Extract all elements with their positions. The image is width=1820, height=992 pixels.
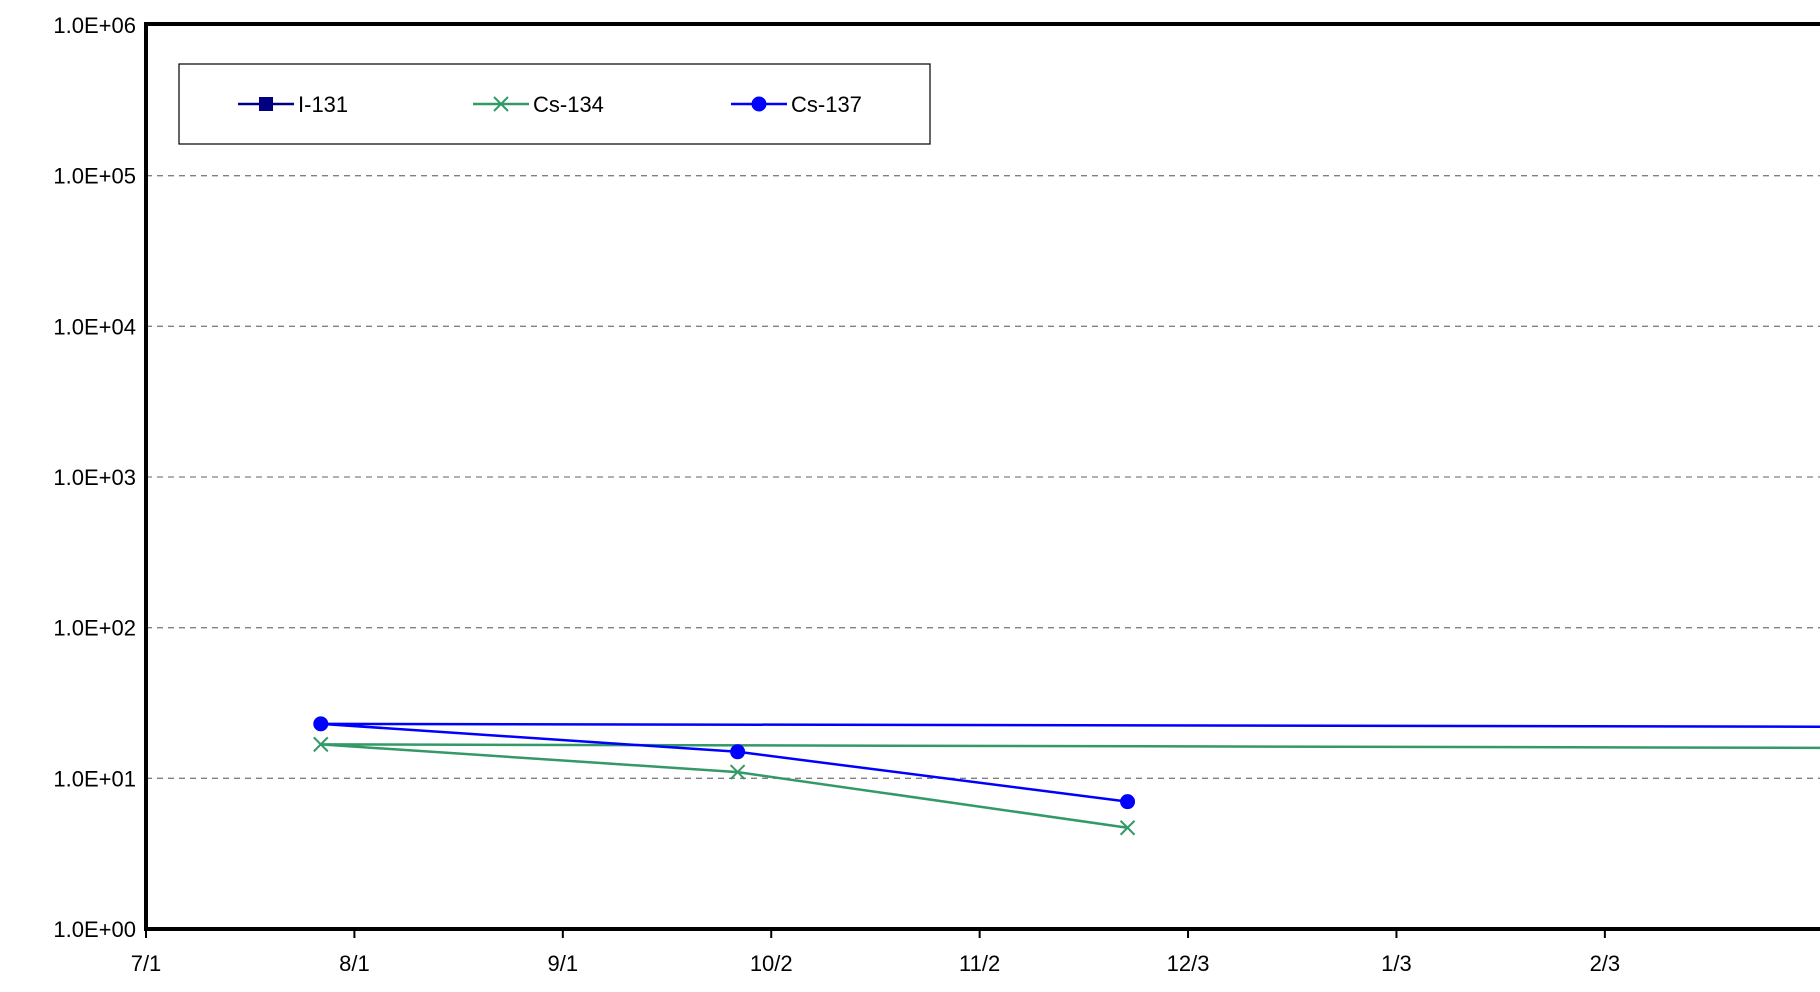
legend-label: Cs-137 bbox=[791, 92, 862, 117]
x-tick-label: 8/1 bbox=[339, 951, 370, 976]
data-point-cs-134 bbox=[729, 764, 746, 780]
y-tick-label: 1.0E+03 bbox=[53, 465, 136, 490]
legend: I-131 Cs-134 Cs-137 bbox=[178, 63, 931, 145]
legend-marker bbox=[751, 96, 767, 112]
legend-box bbox=[178, 63, 931, 145]
series-layer bbox=[313, 716, 1820, 836]
legend-marker bbox=[259, 97, 273, 111]
x-tick-label: 11/2 bbox=[959, 951, 1000, 976]
grid-layer bbox=[146, 175, 1820, 779]
axis-layer: 1.0E+00 1.0E+01 1.0E+02 1.0E+03 1.0E+04 1.0E+… bbox=[53, 13, 1820, 976]
x-tick-label: 9/1 bbox=[548, 951, 579, 976]
marker-stroke bbox=[729, 764, 746, 780]
marker-stroke bbox=[313, 736, 329, 753]
data-point-cs-134 bbox=[313, 736, 329, 753]
x-tick-label: 10/2 bbox=[750, 951, 793, 976]
x-tick-label: 7/1 bbox=[131, 951, 162, 976]
y-tick-label: 1.0E+02 bbox=[53, 616, 136, 641]
y-tick-label: 1.0E+00 bbox=[53, 917, 136, 942]
data-point-cs-137 bbox=[1120, 794, 1136, 810]
x-tick-label: 1/3 bbox=[1381, 951, 1412, 976]
marker-stroke bbox=[493, 96, 509, 112]
legend-label: Cs-134 bbox=[533, 92, 604, 117]
data-point-cs-137 bbox=[730, 744, 746, 760]
x-tick-label: 2/3 bbox=[1590, 951, 1621, 976]
data-point-cs-137 bbox=[313, 716, 329, 732]
data-point-cs-134 bbox=[1119, 820, 1136, 836]
series-line-cs-137 bbox=[320, 722, 1820, 803]
y-tick-label: 1.0E+05 bbox=[53, 164, 136, 189]
x-tick-label: 12/3 bbox=[1167, 951, 1210, 976]
marker-stroke bbox=[1119, 820, 1136, 836]
y-tick-label: 1.0E+04 bbox=[53, 314, 136, 339]
legend-label: I-131 bbox=[298, 92, 348, 117]
legend-marker bbox=[493, 96, 509, 112]
y-tick-label: 1.0E+06 bbox=[53, 13, 136, 38]
series-line-cs-134 bbox=[320, 743, 1820, 829]
y-tick-label: 1.0E+01 bbox=[53, 766, 136, 791]
